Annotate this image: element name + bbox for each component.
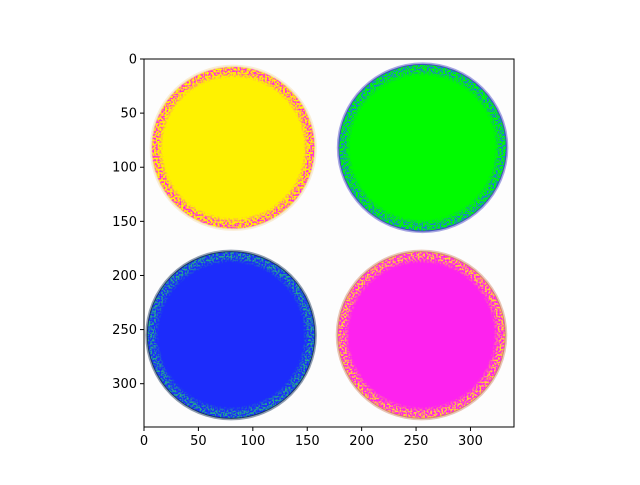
x-tick-label: 300 [458, 434, 483, 449]
x-tick-label: 150 [295, 434, 320, 449]
circle-yellow-edge [151, 66, 315, 229]
y-tick-label: 250 [112, 323, 137, 338]
y-tick-label: 300 [112, 377, 137, 392]
circle-green [336, 62, 509, 234]
x-tick-label: 100 [240, 434, 265, 449]
circle-magenta-edge [337, 251, 506, 419]
circle-yellow [149, 64, 317, 231]
x-tick-label: 0 [140, 434, 148, 449]
plot-area [144, 59, 514, 427]
x-tick-label: 250 [404, 434, 429, 449]
circle-green-edge [338, 64, 507, 232]
circle-magenta [335, 249, 508, 421]
axes-frame [143, 58, 515, 428]
circle-blue-edge [147, 251, 315, 419]
y-tick-label: 100 [112, 161, 137, 176]
y-tick-label: 0 [129, 53, 137, 68]
y-tick-label: 150 [112, 215, 137, 230]
x-tick-label: 200 [349, 434, 374, 449]
circle-blue [145, 249, 317, 421]
y-tick-label: 50 [120, 107, 137, 122]
x-tick-label: 50 [190, 434, 207, 449]
y-tick-label: 200 [112, 269, 137, 284]
axes: 0 50 100 150 200 250 300 0 50 100 150 200 250 300 [112, 53, 515, 449]
